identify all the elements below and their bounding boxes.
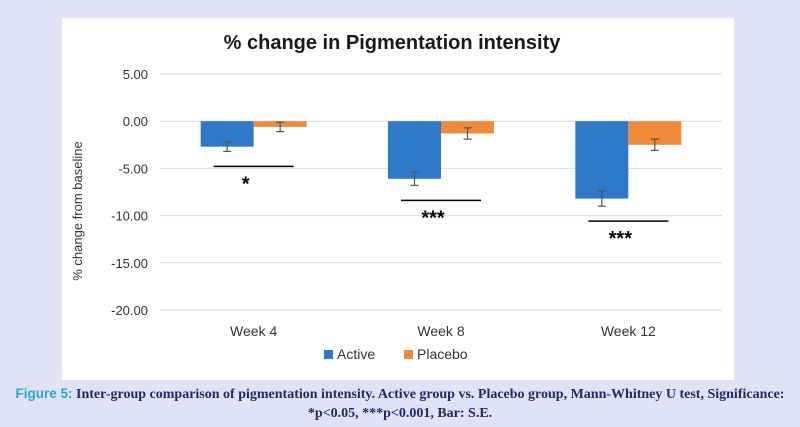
x-tick-label: Week 4 <box>230 323 277 339</box>
y-axis-ticks: 5.00 0.00 -5.00 -10.00 -15.00 -20.00 <box>111 67 148 318</box>
bar-placebo <box>628 121 682 145</box>
y-tick-label: -10.00 <box>111 209 148 224</box>
x-tick-label: Week 8 <box>417 323 464 339</box>
y-tick-label: -5.00 <box>118 161 148 176</box>
error-bar <box>597 190 606 207</box>
x-tick-label: Week 12 <box>601 323 656 339</box>
y-axis-label: % change from baseline <box>70 141 85 280</box>
caption-text: Inter-group comparison of pigmentation i… <box>76 387 785 421</box>
y-tick-label: 0.00 <box>123 114 148 129</box>
error-bar <box>410 171 419 186</box>
error-bar <box>276 121 285 133</box>
y-tick-label: -20.00 <box>111 303 148 318</box>
legend-swatch-active <box>324 350 333 359</box>
bars <box>200 121 682 199</box>
significance-stars: *** <box>609 228 633 250</box>
legend: Active Placebo <box>324 346 468 362</box>
chart-card: % change in Pigmentation intensity % cha… <box>62 18 734 380</box>
significance-markers: ******* <box>213 165 669 250</box>
error-bar <box>650 138 659 152</box>
y-tick-label: -15.00 <box>111 256 148 271</box>
legend-label-placebo: Placebo <box>417 346 468 362</box>
legend-label-active: Active <box>337 346 375 362</box>
error-bars <box>223 121 659 207</box>
x-axis-ticks: Week 4 Week 8 Week 12 <box>230 323 656 339</box>
bar-active <box>575 121 629 199</box>
significance-stars: *** <box>421 207 445 229</box>
legend-swatch-placebo <box>404 350 413 359</box>
error-bar <box>223 141 232 153</box>
y-tick-label: 5.00 <box>123 67 148 82</box>
bar-chart: % change in Pigmentation intensity % cha… <box>70 32 722 362</box>
chart-title: % change in Pigmentation intensity <box>224 32 562 54</box>
figure-caption: Figure 5: Inter-group comparison of pigm… <box>0 384 800 423</box>
significance-stars: * <box>242 173 250 195</box>
figure-label: Figure 5: <box>15 386 73 401</box>
bar-active <box>388 121 441 179</box>
error-bar <box>463 127 472 140</box>
